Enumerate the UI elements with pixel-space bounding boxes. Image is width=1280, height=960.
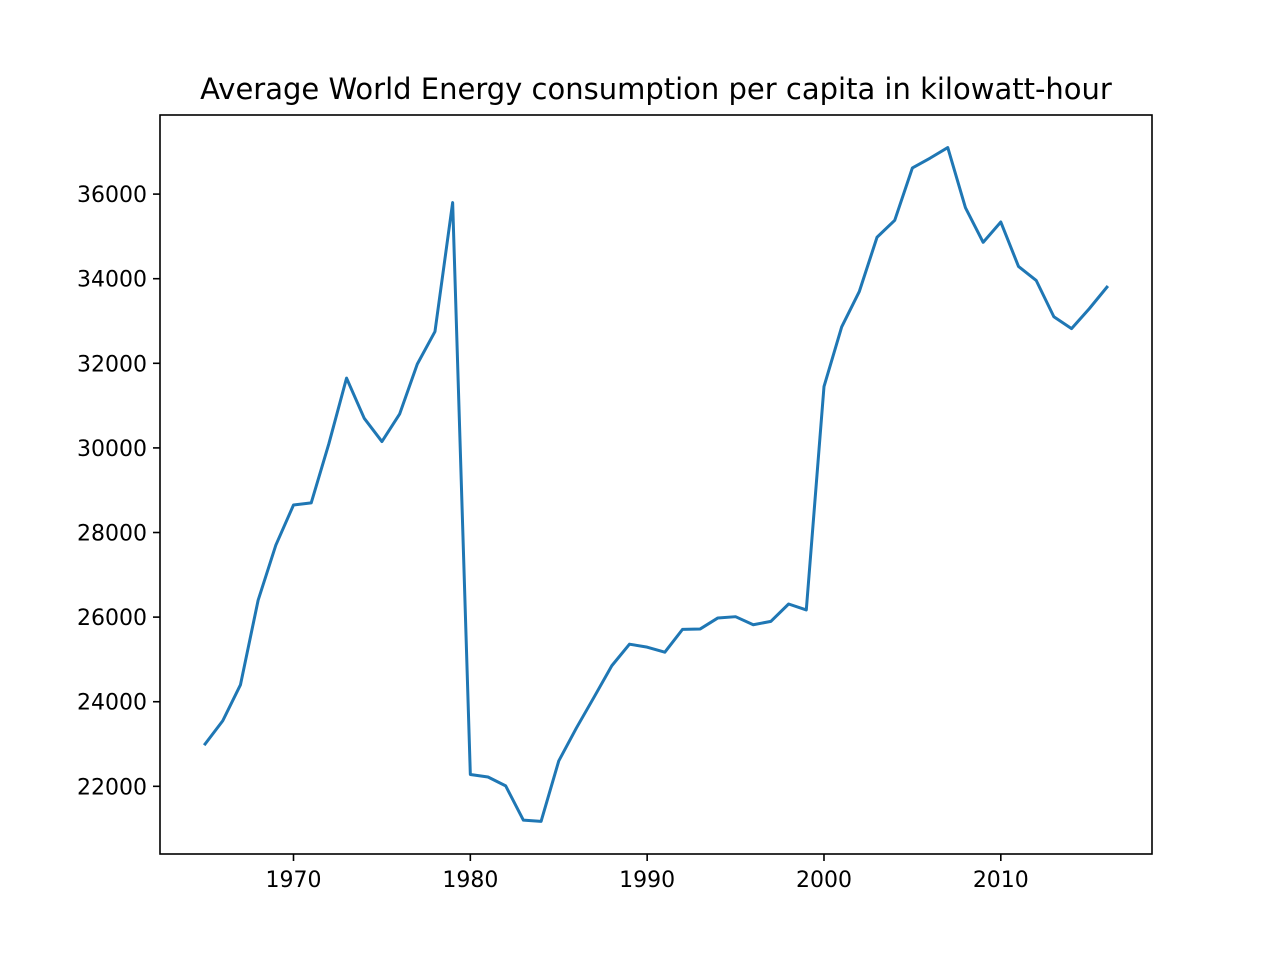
y-tick-label: 26000 [77, 606, 147, 631]
y-axis: 22000 24000 26000 28000 30000 32000 34000 36000 [77, 183, 160, 800]
x-axis: 1970 1980 1990 2000 2010 [266, 854, 1029, 893]
y-tick-label: 36000 [77, 183, 147, 208]
y-tick-label: 34000 [77, 268, 147, 293]
y-tick-label: 22000 [77, 775, 147, 800]
plot-area-frame [159, 114, 1153, 855]
x-tick-label: 1980 [442, 868, 498, 893]
x-tick-label: 1970 [266, 868, 322, 893]
x-tick-label: 1990 [619, 868, 675, 893]
y-tick-label: 32000 [77, 352, 147, 377]
x-tick-label: 2000 [796, 868, 852, 893]
y-tick-label: 24000 [77, 691, 147, 716]
y-tick-label: 30000 [77, 437, 147, 462]
chart-title: Average World Energy consumption per cap… [200, 72, 1112, 106]
series-line [202, 146, 1110, 823]
y-tick-label: 28000 [77, 522, 147, 547]
x-tick-label: 2010 [973, 868, 1029, 893]
series-layer [202, 146, 1110, 823]
